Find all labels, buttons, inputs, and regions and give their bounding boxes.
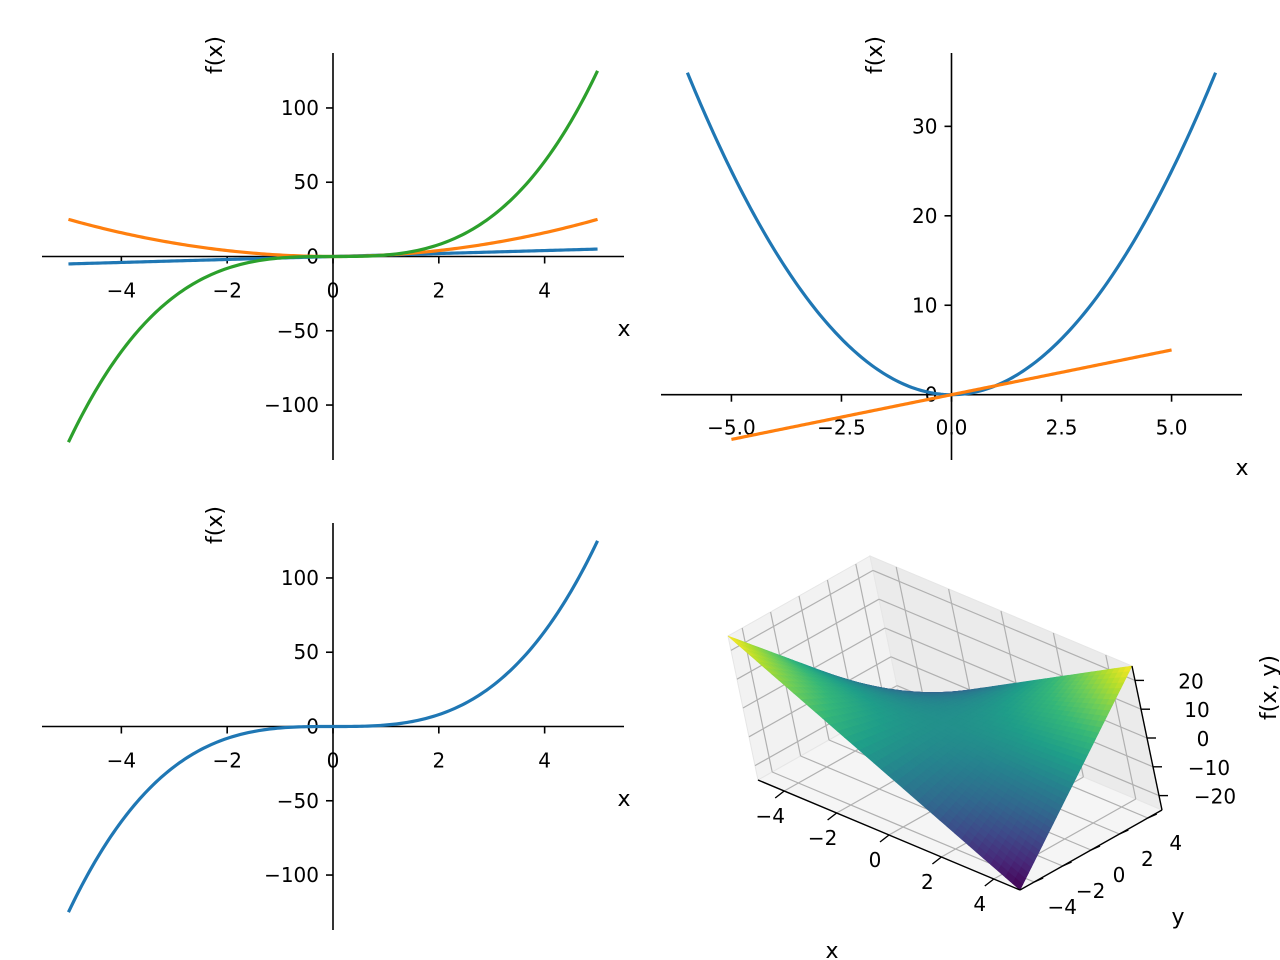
x-axis-label: x (617, 317, 630, 342)
y-axis-label: f(x) (203, 506, 228, 544)
surface-mesh (727, 635, 1133, 891)
y-tick-label: −4 (1047, 895, 1076, 919)
series-line-1 (67, 540, 599, 913)
x-tick-label: 2 (432, 749, 445, 773)
x-tick-label: 2 (432, 279, 445, 303)
y-tick-label: 4 (1169, 831, 1182, 855)
y-tick-label: 100 (281, 96, 319, 120)
z-tick-label: 10 (1184, 698, 1209, 722)
x-tick-mark (931, 856, 942, 865)
z-tick-label: 20 (1178, 669, 1203, 693)
x-tick-label: −2 (808, 826, 837, 850)
x-tick-label: 2.5 (1046, 416, 1078, 440)
x-tick-label: −4 (755, 804, 784, 828)
x-tick-label: −4 (107, 279, 136, 303)
x-tick-label: 0.0 (936, 416, 968, 440)
y-tick-mark (1062, 861, 1072, 867)
y-tick-label: −50 (277, 319, 319, 343)
y-tick-label: −100 (264, 863, 319, 887)
y-tick-label: 50 (294, 640, 319, 664)
x-tick-label: −4 (107, 749, 136, 773)
x-tick-label: 4 (538, 279, 551, 303)
z-tick-label: −10 (1188, 756, 1230, 780)
x-axis-label: x (825, 939, 838, 960)
y-tick-mark (1033, 877, 1044, 883)
x-tick-label: 0 (327, 279, 340, 303)
x-tick-label: 2 (921, 870, 934, 894)
y-tick-label: −50 (277, 789, 319, 813)
x-axis-label: x (1235, 456, 1248, 481)
y-axis-label: y (1171, 905, 1184, 930)
z-tick-label: −20 (1194, 785, 1236, 809)
y-tick-mark (1119, 829, 1129, 835)
x-tick-mark (827, 812, 838, 821)
x-tick-label: −2 (212, 279, 241, 303)
x-tick-label: −2 (212, 749, 241, 773)
y-axis-label: f(x) (203, 36, 228, 74)
y-tick-mark (1147, 813, 1158, 819)
x-tick-label: 5.0 (1156, 416, 1188, 440)
x-tick-label: 4 (538, 749, 551, 773)
gridline (872, 569, 1136, 681)
x-tick-label: 4 (973, 892, 986, 916)
x-tick-mark (984, 878, 995, 887)
y-tick-label: 100 (281, 566, 319, 590)
y-tick-label: 50 (294, 170, 319, 194)
x-tick-mark (879, 834, 890, 843)
y-tick-label: 20 (912, 204, 937, 228)
z-axis-label: f(x, y) (1257, 655, 1280, 720)
y-tick-mark (1090, 845, 1101, 851)
y-axis-label: f(x) (863, 36, 888, 74)
surface-patch (1012, 877, 1024, 891)
y-tick-label: 0 (1113, 863, 1126, 887)
y-tick-label: −100 (264, 393, 319, 417)
x-axis-label: x (617, 787, 630, 812)
z-tick-label: 0 (1197, 727, 1210, 751)
y-tick-label: 2 (1141, 847, 1154, 871)
y-tick-label: 10 (912, 293, 937, 317)
x-tick-mark (774, 790, 785, 799)
series-line-3 (67, 70, 599, 443)
y-tick-label: −2 (1076, 879, 1105, 903)
series-line-2 (731, 348, 1172, 441)
gridline (730, 569, 874, 651)
gridline (736, 598, 880, 680)
x-tick-label: 0 (327, 749, 340, 773)
y-tick-label: 30 (912, 114, 937, 138)
x-tick-label: 0 (869, 848, 882, 872)
